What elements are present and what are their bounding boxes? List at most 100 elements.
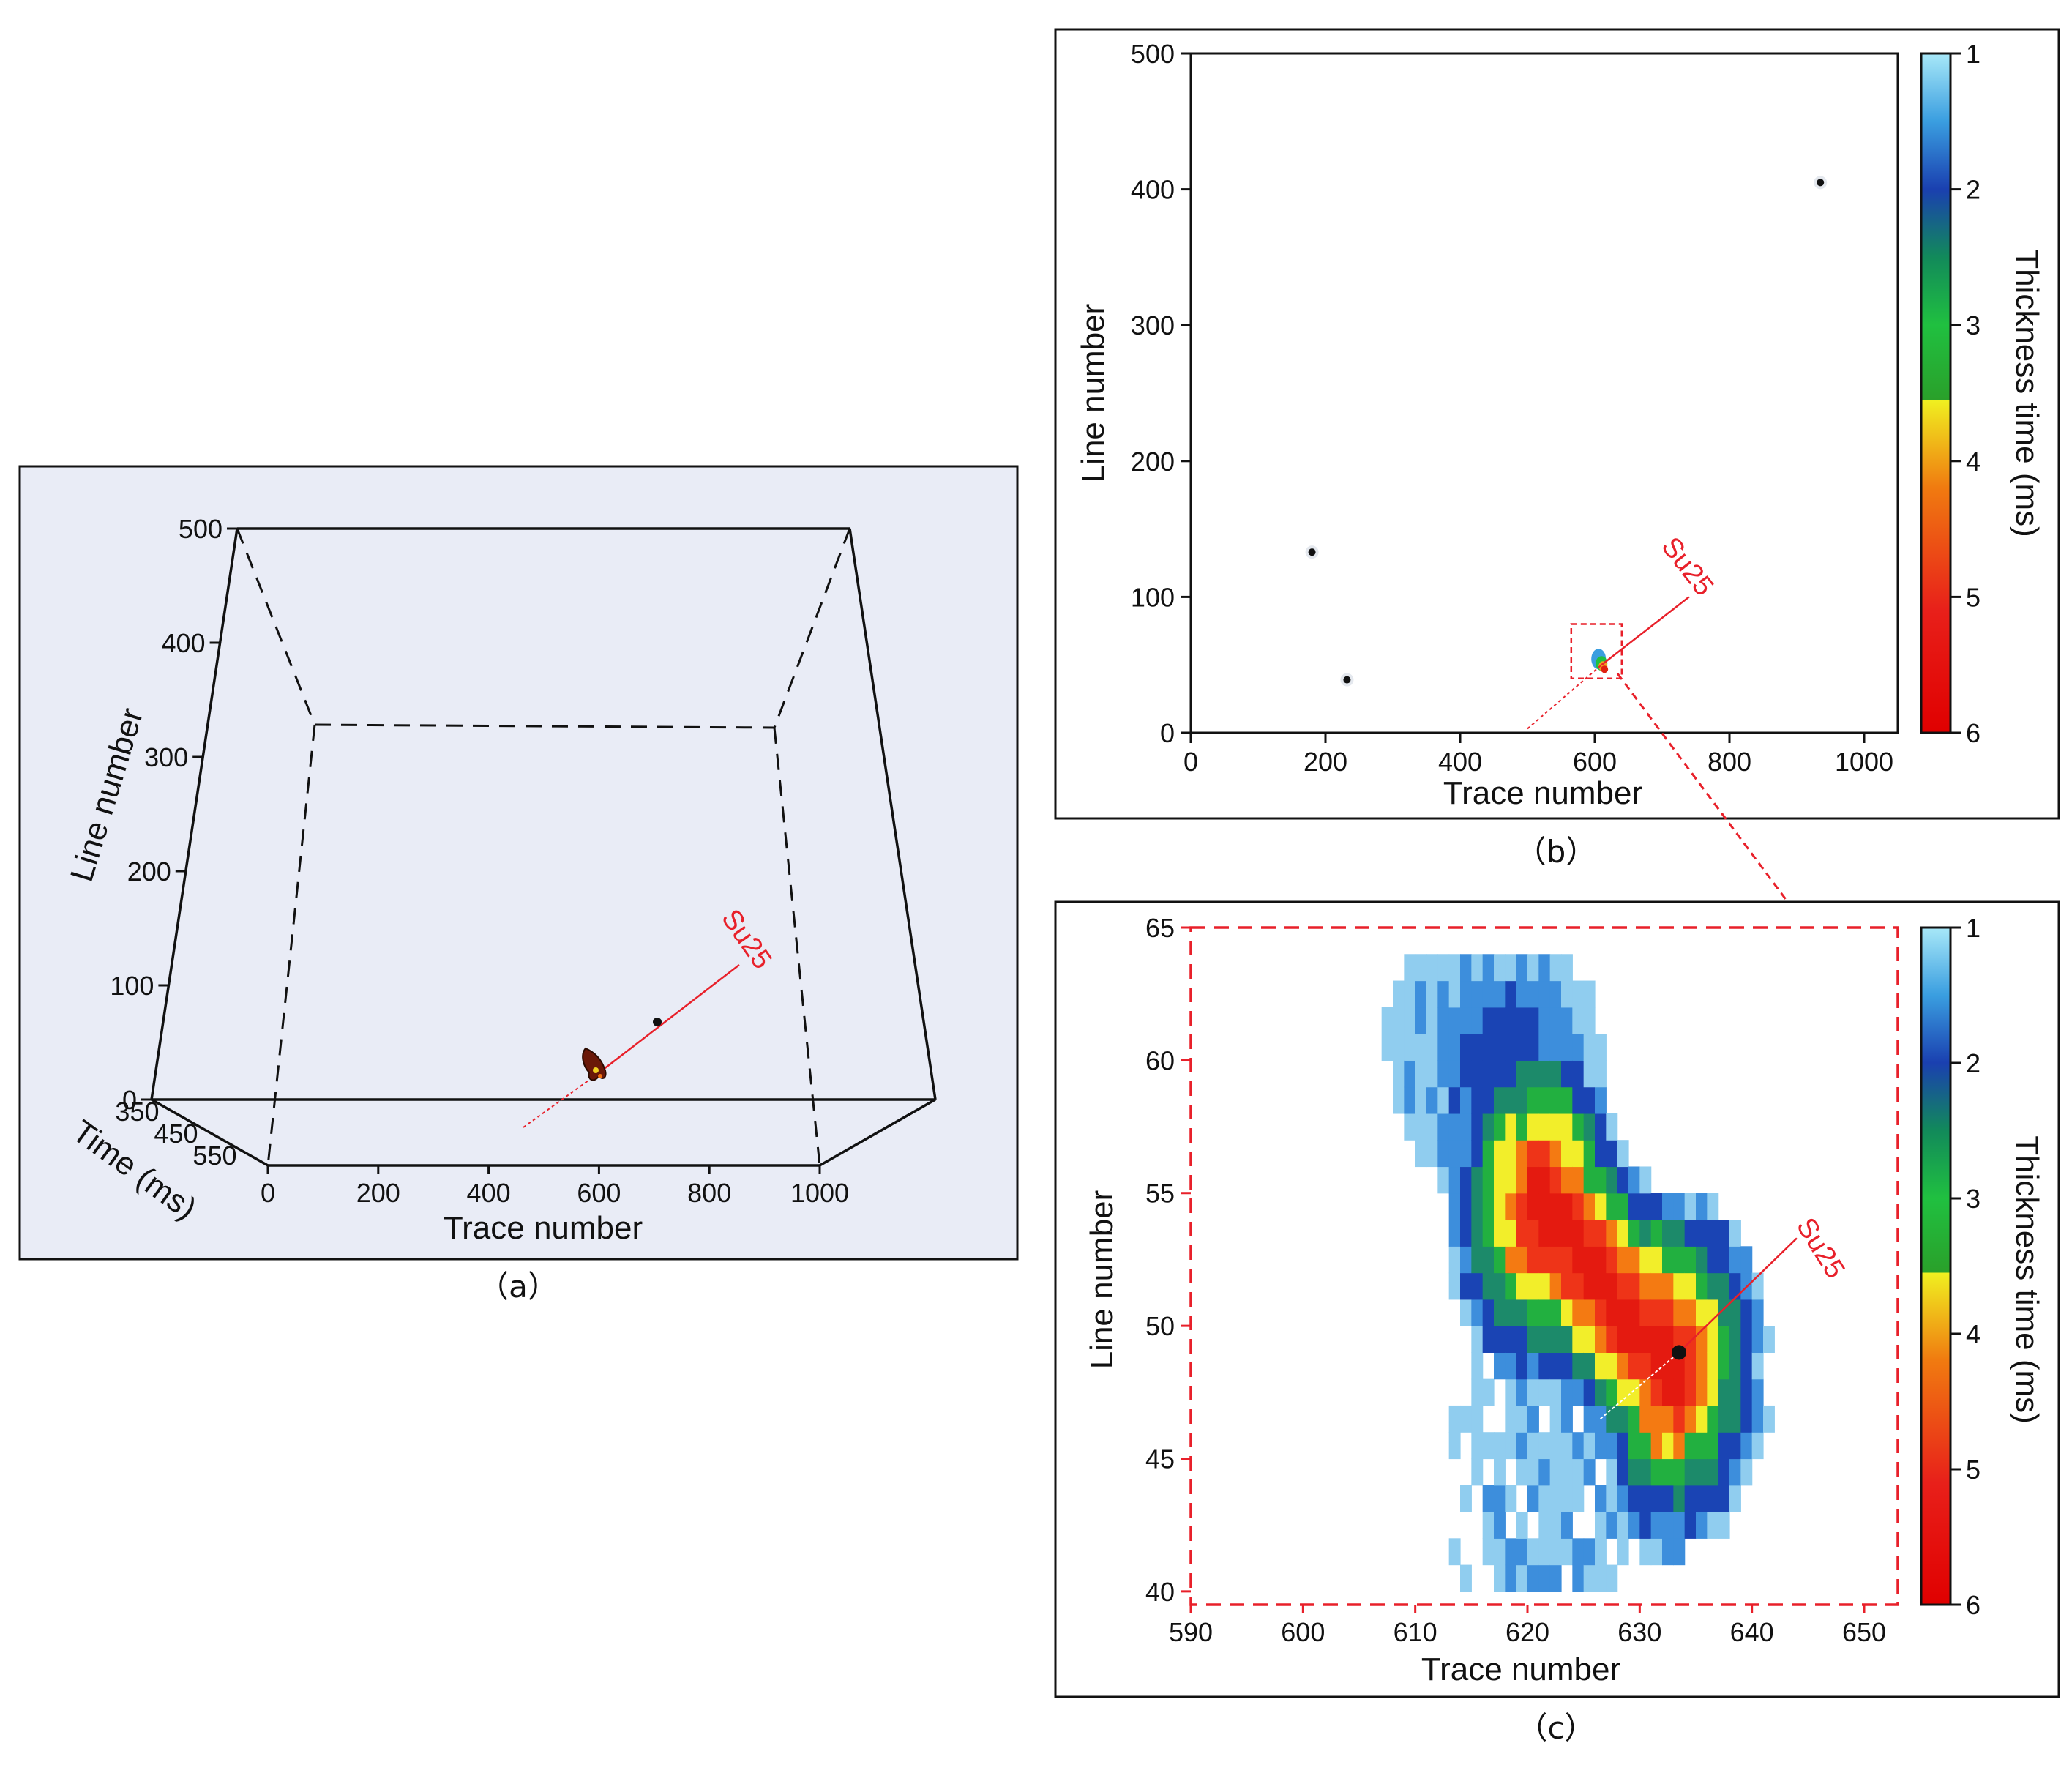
- heatmap-cell: [1494, 1299, 1506, 1326]
- heatmap-cell: [1404, 980, 1416, 1008]
- heatmap-cell: [1606, 1140, 1618, 1168]
- heatmap-cell: [1505, 1326, 1517, 1353]
- heatmap-cell: [1628, 1299, 1640, 1326]
- heatmap-cell: [1393, 1007, 1405, 1034]
- heatmap-cell: [1549, 1060, 1562, 1088]
- heatmap-cell: [1549, 1378, 1562, 1406]
- heatmap-cell: [1415, 954, 1427, 982]
- heatmap-cell: [1505, 1140, 1517, 1168]
- heatmap-cell: [1494, 1246, 1506, 1274]
- heatmap-cell: [1516, 1086, 1528, 1114]
- zoom-connector-arrow: [1616, 673, 1803, 922]
- heatmap-cell: [1482, 1007, 1495, 1034]
- heatmap-cell: [1740, 1326, 1753, 1353]
- heatmap-cell: [1662, 1405, 1674, 1433]
- heatmap-cell: [1684, 1193, 1697, 1220]
- x-tick-label: 620: [1506, 1617, 1549, 1647]
- heatmap-cell: [1572, 1060, 1585, 1088]
- y-tick-label: 500: [1131, 39, 1175, 69]
- heatmap-cell: [1505, 980, 1517, 1008]
- heatmap-cell: [1650, 1326, 1663, 1353]
- heatmap-cell: [1751, 1352, 1764, 1380]
- heatmap-cell: [1583, 1220, 1596, 1247]
- heatmap-cell: [1561, 954, 1573, 982]
- x-tick-label: 800: [1708, 747, 1751, 777]
- heatmap-cell: [1494, 1538, 1506, 1566]
- heatmap-cell: [1538, 1485, 1551, 1512]
- heatmap-cell: [1561, 1326, 1573, 1353]
- heatmap-cell: [1650, 1538, 1663, 1566]
- heatmap-cell: [1561, 1272, 1573, 1300]
- heatmap-cell: [1494, 954, 1506, 982]
- heatmap-cell: [1538, 1564, 1551, 1592]
- heatmap-cell: [1617, 1246, 1629, 1274]
- heatmap-cell: [1549, 980, 1562, 1008]
- heatmap-cell: [1415, 1060, 1427, 1088]
- heatmap-cell: [1527, 1246, 1539, 1274]
- heatmap-cell: [1549, 1485, 1562, 1512]
- heatmap-cell: [1527, 1352, 1539, 1380]
- x-tick-label: 400: [467, 1178, 511, 1208]
- heatmap-cell: [1684, 1458, 1697, 1486]
- panel-c-colorbar: [1920, 926, 1952, 1606]
- heatmap-cell: [1415, 1086, 1427, 1114]
- heatmap-cell: [1650, 1352, 1663, 1380]
- heatmap-cell: [1516, 1113, 1528, 1141]
- heatmap-cell: [1595, 1432, 1607, 1460]
- heatmap-cell: [1628, 1220, 1640, 1247]
- heatmap-cell: [1729, 1299, 1741, 1326]
- heatmap-cell: [1561, 1034, 1573, 1061]
- heatmap-cell: [1662, 1432, 1674, 1460]
- heatmap-cell: [1404, 1113, 1416, 1141]
- heatmap-cell: [1538, 1086, 1551, 1114]
- heatmap-cell: [1460, 1166, 1472, 1194]
- heatmap-cell: [1516, 1458, 1528, 1486]
- heatmap-cell: [1494, 1007, 1506, 1034]
- heatmap-cell: [1617, 1326, 1629, 1353]
- heatmap-cell: [1516, 1564, 1528, 1592]
- heatmap-cell: [1437, 1060, 1450, 1088]
- heatmap-cell: [1617, 1458, 1629, 1486]
- y-tick-label: 400: [1131, 175, 1175, 205]
- heatmap-cell: [1448, 954, 1461, 982]
- colorbar-tick-label: 3: [1966, 1184, 1981, 1214]
- volume-edge: [848, 528, 937, 1100]
- heatmap-cell: [1572, 1086, 1585, 1114]
- heatmap-cell: [1606, 1166, 1618, 1194]
- heatmap-cell: [1538, 980, 1551, 1008]
- heatmap-cell: [1482, 1113, 1495, 1141]
- heatmap-cell: [1482, 1246, 1495, 1274]
- panel-b-y-axis-label: Line number: [1075, 304, 1111, 483]
- y-tick-label: 400: [162, 628, 206, 658]
- heatmap-cell: [1639, 1405, 1652, 1433]
- heatmap-cell: [1437, 1140, 1450, 1168]
- heatmap-cell: [1460, 1299, 1472, 1326]
- heatmap-cell: [1505, 1352, 1517, 1380]
- heatmap-cell: [1527, 1538, 1539, 1566]
- x-tick-label: 0: [261, 1178, 275, 1208]
- heatmap-cell: [1460, 1485, 1472, 1512]
- heatmap-cell: [1460, 1193, 1472, 1220]
- heatmap-cell: [1448, 1405, 1461, 1433]
- panel-c-x-ticks: 590 600 610 620 630 640 650: [1169, 1605, 1886, 1647]
- heatmap-cell: [1460, 1113, 1472, 1141]
- heatmap-cell: [1471, 1007, 1484, 1034]
- heatmap-cell: [1583, 1432, 1596, 1460]
- heatmap-cell: [1482, 1086, 1495, 1114]
- heatmap-cell: [1572, 1326, 1585, 1353]
- heatmap-cell: [1538, 1034, 1551, 1061]
- heatmap-cell: [1494, 1113, 1506, 1141]
- heatmap-cell: [1583, 1007, 1596, 1034]
- hidden-edges: [236, 528, 851, 1166]
- heatmap-cell: [1393, 1086, 1405, 1114]
- heatmap-cell: [1572, 1564, 1585, 1592]
- heatmap-cell: [1639, 1166, 1652, 1194]
- heatmap-cell: [1650, 1193, 1663, 1220]
- heatmap-cell: [1549, 1220, 1562, 1247]
- heatmap-cell: [1650, 1246, 1663, 1274]
- heatmap-cell: [1662, 1272, 1674, 1300]
- heatmap-cell: [1516, 1538, 1528, 1566]
- heatmap-cell: [1684, 1512, 1697, 1539]
- panel-a-anomaly-body: [582, 1047, 607, 1081]
- heatmap-cell: [1437, 954, 1450, 982]
